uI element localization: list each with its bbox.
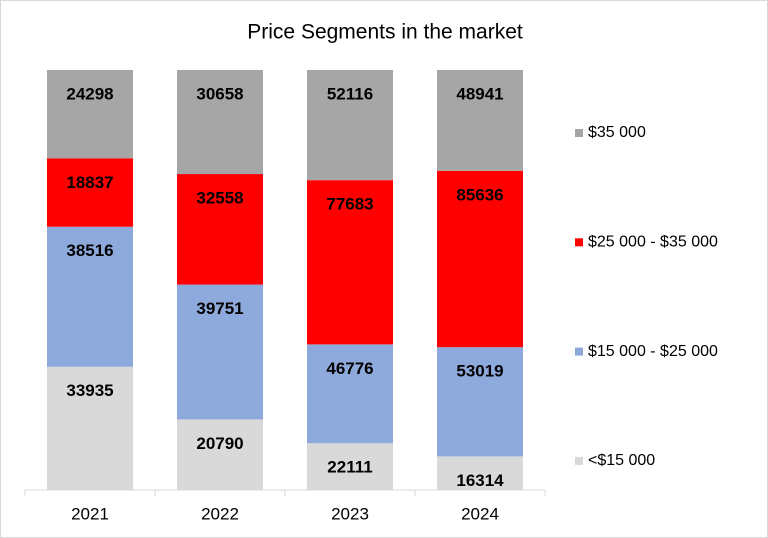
data-label: 52116	[327, 84, 373, 103]
data-label: 20790	[196, 434, 243, 453]
legend-swatch	[575, 129, 583, 137]
data-label: 33935	[66, 381, 113, 400]
data-label: 46776	[326, 359, 373, 378]
bar-segment	[177, 174, 263, 285]
bar-segment	[307, 344, 393, 444]
bar-segment	[307, 443, 393, 490]
legend-swatch	[575, 456, 583, 465]
x-tick-label: 2022	[201, 504, 239, 523]
legend-label: $15 000 - $25 000	[588, 343, 718, 360]
data-label: 24298	[66, 84, 113, 103]
bar-segment	[437, 456, 523, 490]
x-tick-label: 2023	[331, 504, 369, 523]
data-label: 77683	[326, 195, 373, 214]
bar-segment	[47, 70, 133, 159]
bar-segment	[177, 419, 263, 490]
bar-segment	[437, 70, 523, 171]
data-label: 85636	[456, 185, 503, 204]
bar-segment	[47, 158, 133, 227]
legend-swatch	[575, 238, 583, 247]
chart-title: Price Segments in the market	[247, 21, 523, 44]
legend-label: $35 000	[588, 124, 646, 141]
data-label: 38516	[66, 241, 113, 260]
bar-segment	[437, 170, 523, 348]
data-label: 32558	[196, 189, 243, 208]
bar-segment	[177, 284, 263, 420]
bar-segment	[47, 226, 133, 367]
x-tick-label: 2024	[461, 504, 499, 523]
bar-segment	[47, 366, 133, 490]
data-label: 30658	[196, 84, 243, 103]
bar-segment	[307, 70, 393, 181]
legend-swatch	[575, 347, 583, 356]
data-label: 22111	[327, 458, 372, 477]
legend-label: $25 000 - $35 000	[588, 234, 718, 251]
bar-segment	[177, 70, 263, 175]
data-label: 18837	[66, 173, 113, 192]
data-label: 53019	[456, 362, 503, 381]
data-label: 39751	[196, 299, 243, 318]
data-label: 16314	[456, 471, 504, 490]
x-tick-label: 2021	[71, 504, 109, 523]
legend-label: <$15 000	[588, 452, 655, 469]
bar-segment	[437, 347, 523, 457]
data-label: 48941	[456, 84, 503, 103]
bar-segment	[307, 180, 393, 345]
